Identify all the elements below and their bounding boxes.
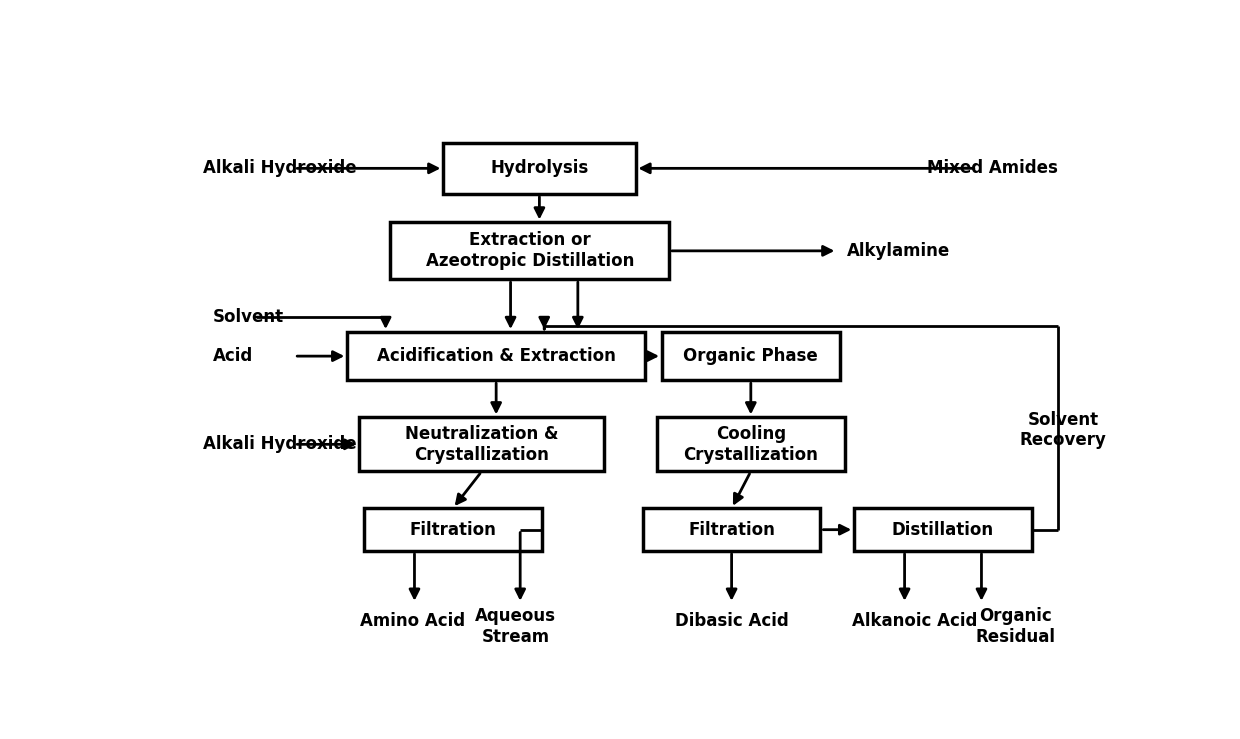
Text: Filtration: Filtration	[688, 521, 775, 539]
Text: Organic
Residual: Organic Residual	[975, 607, 1055, 646]
FancyBboxPatch shape	[662, 332, 839, 381]
FancyBboxPatch shape	[347, 332, 645, 381]
Text: Alkylamine: Alkylamine	[847, 242, 950, 260]
Text: Extraction or
Azeotropic Distillation: Extraction or Azeotropic Distillation	[425, 231, 634, 270]
FancyBboxPatch shape	[444, 143, 635, 194]
Text: Acid: Acid	[213, 347, 253, 365]
FancyBboxPatch shape	[854, 508, 1032, 551]
Text: Cooling
Crystallization: Cooling Crystallization	[683, 425, 818, 464]
Text: Aqueous
Stream: Aqueous Stream	[475, 607, 556, 646]
Text: Neutralization &
Crystallization: Neutralization & Crystallization	[405, 425, 558, 464]
Text: Distillation: Distillation	[892, 521, 994, 539]
Text: Alkanoic Acid: Alkanoic Acid	[852, 612, 977, 630]
FancyBboxPatch shape	[657, 418, 844, 471]
Text: Organic Phase: Organic Phase	[683, 347, 818, 365]
FancyBboxPatch shape	[391, 222, 670, 279]
Text: Solvent
Recovery: Solvent Recovery	[1019, 411, 1106, 449]
Text: Alkali Hydroxide: Alkali Hydroxide	[203, 435, 357, 453]
Text: Hydrolysis: Hydrolysis	[490, 160, 589, 177]
Text: Dibasic Acid: Dibasic Acid	[675, 612, 789, 630]
FancyBboxPatch shape	[360, 418, 604, 471]
Text: Mixed Amides: Mixed Amides	[928, 160, 1058, 177]
Text: Acidification & Extraction: Acidification & Extraction	[377, 347, 615, 365]
Text: Filtration: Filtration	[409, 521, 496, 539]
Text: Amino Acid: Amino Acid	[360, 612, 465, 630]
Text: Solvent: Solvent	[213, 308, 284, 327]
Text: Alkali Hydroxide: Alkali Hydroxide	[203, 160, 357, 177]
FancyBboxPatch shape	[642, 508, 821, 551]
FancyBboxPatch shape	[365, 508, 542, 551]
